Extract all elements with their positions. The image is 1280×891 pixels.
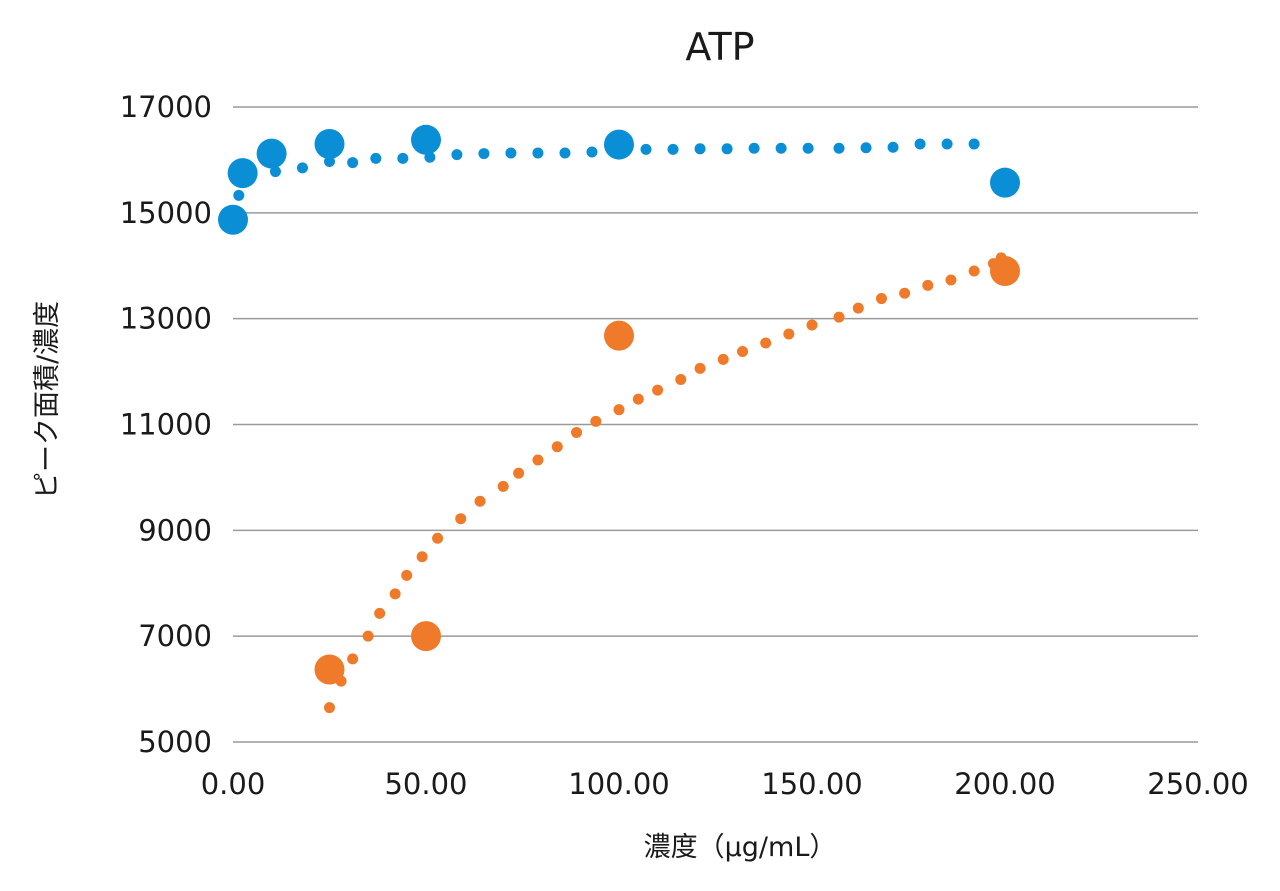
- trendlines: [233, 138, 1007, 714]
- series-1-trend-dot-20: [675, 374, 687, 386]
- series-1-trend-dot-4: [374, 607, 386, 619]
- x-axis-title: 濃度（μg/mL）: [644, 832, 837, 863]
- series-1-point-3: [990, 256, 1020, 287]
- series-1-trend-dot-23: [737, 345, 749, 357]
- series-0-trend-dot-20: [748, 142, 760, 154]
- series-0-point-1: [227, 158, 258, 189]
- series-0-trend-dot-3: [296, 162, 308, 174]
- series-1-point-2: [604, 320, 634, 351]
- chart-title: ATP: [685, 25, 754, 69]
- series-1-trend-dot-5: [389, 588, 401, 600]
- series-0-trend-dot-11: [505, 147, 517, 159]
- y-tick-label-5: 15000: [120, 196, 212, 230]
- series-1-trend-dot-22: [717, 353, 729, 365]
- series-1-trend-dot-33: [968, 265, 980, 277]
- series-1-trend-dot-7: [416, 551, 428, 563]
- series-1-trend-dot-6: [401, 569, 413, 581]
- series-1-trend-dot-19: [652, 384, 664, 396]
- series-1-trend-dot-10: [474, 495, 486, 507]
- y-tick-label-1: 7000: [138, 619, 212, 653]
- series-0-trend-dot-19: [721, 143, 733, 155]
- series-0-trend-dot-27: [941, 138, 953, 150]
- series-1-point-0: [314, 654, 345, 685]
- series-0-trend-dot-28: [968, 138, 980, 150]
- series-0-trend-dot-25: [887, 141, 899, 153]
- series-1-trend-dot-25: [783, 328, 795, 340]
- series-0-trend-dot-17: [667, 143, 679, 155]
- series-0-trend-dot-6: [370, 152, 382, 164]
- series-1-trend-dot-0: [324, 702, 335, 714]
- series-1-trend-dot-13: [532, 454, 544, 466]
- series-0-trend-dot-0: [233, 189, 245, 201]
- series-0-trend-dot-26: [914, 138, 926, 150]
- series-0-point-5: [604, 129, 634, 160]
- data-points: [218, 124, 1020, 685]
- series-1-trend-dot-3: [362, 630, 374, 642]
- x-tick-label-4: 200.00: [954, 767, 1055, 801]
- series-0-trend-dot-7: [397, 152, 409, 164]
- series-0-trend-dot-10: [478, 148, 490, 160]
- series-1-trend-dot-18: [632, 393, 644, 405]
- series-1-trend-dot-11: [497, 480, 509, 492]
- y-axis-tick-labels: 5000 7000 9000 11000 13000 15000 17000: [120, 90, 212, 759]
- series-1-trend-dot-24: [760, 337, 772, 349]
- series-1-trend-dot-21: [694, 362, 706, 374]
- series-1-trend-dot-9: [455, 513, 467, 525]
- series-0-trend-dot-18: [694, 143, 706, 155]
- series-1-trend-dot-27: [833, 311, 845, 323]
- series-0-trend-dot-9: [451, 149, 463, 161]
- series-0-trend-dot-2: [269, 166, 281, 178]
- y-tick-label-3: 11000: [120, 408, 212, 442]
- series-1-trend-dot-12: [513, 467, 525, 479]
- y-tick-label-2: 9000: [138, 513, 212, 547]
- series-0-trend-dot-14: [586, 146, 598, 158]
- series-1-point-1: [411, 621, 441, 652]
- series-1-trend-dot-14: [551, 441, 563, 453]
- series-0-point-2: [256, 138, 287, 169]
- y-tick-label-0: 5000: [138, 725, 212, 759]
- series-0-trend-dot-22: [802, 142, 814, 154]
- series-0-trend-dot-24: [860, 142, 872, 154]
- series-0-trend-dot-16: [640, 143, 652, 155]
- series-1-trend-dot-28: [852, 302, 864, 314]
- series-1-trend-dot-8: [432, 532, 444, 544]
- series-1-trend-dot-32: [945, 274, 957, 286]
- series-1-trend-dot-15: [571, 426, 583, 438]
- series-1-trend-dot-2: [347, 653, 359, 665]
- x-tick-label-2: 100.00: [568, 767, 669, 801]
- series-0-point-3: [314, 129, 345, 160]
- series-1-trend-dot-26: [806, 319, 818, 331]
- series-0-trend-dot-21: [775, 142, 787, 154]
- series-0-trend-dot-12: [532, 147, 544, 159]
- y-axis-title: ピーク面積/濃度: [32, 301, 63, 499]
- x-tick-label-3: 150.00: [761, 767, 862, 801]
- y-tick-label-6: 17000: [120, 90, 212, 124]
- series-1-trend-dot-31: [922, 279, 934, 291]
- x-axis-tick-labels: 0.00 50.00 100.00 150.00 200.00 250.00: [201, 767, 1249, 801]
- y-tick-label-4: 13000: [120, 302, 212, 336]
- series-1-trend-dot-16: [590, 415, 602, 427]
- series-1-trend-dot-30: [899, 287, 911, 299]
- series-1-trend-dot-17: [613, 404, 625, 416]
- series-0-point-6: [990, 167, 1020, 198]
- series-0-trend-dot-5: [347, 157, 359, 169]
- x-tick-label-1: 50.00: [384, 767, 467, 801]
- series-0-point-4: [411, 124, 441, 155]
- series-0-trend-dot-23: [833, 142, 845, 154]
- series-0-trend-dot-13: [559, 147, 571, 159]
- gridlines: [233, 106, 1198, 743]
- series-0-point-0: [218, 204, 248, 235]
- x-tick-label-5: 250.00: [1147, 767, 1248, 801]
- series-1-trend-dot-29: [875, 293, 887, 305]
- x-tick-label-0: 0.00: [201, 767, 266, 801]
